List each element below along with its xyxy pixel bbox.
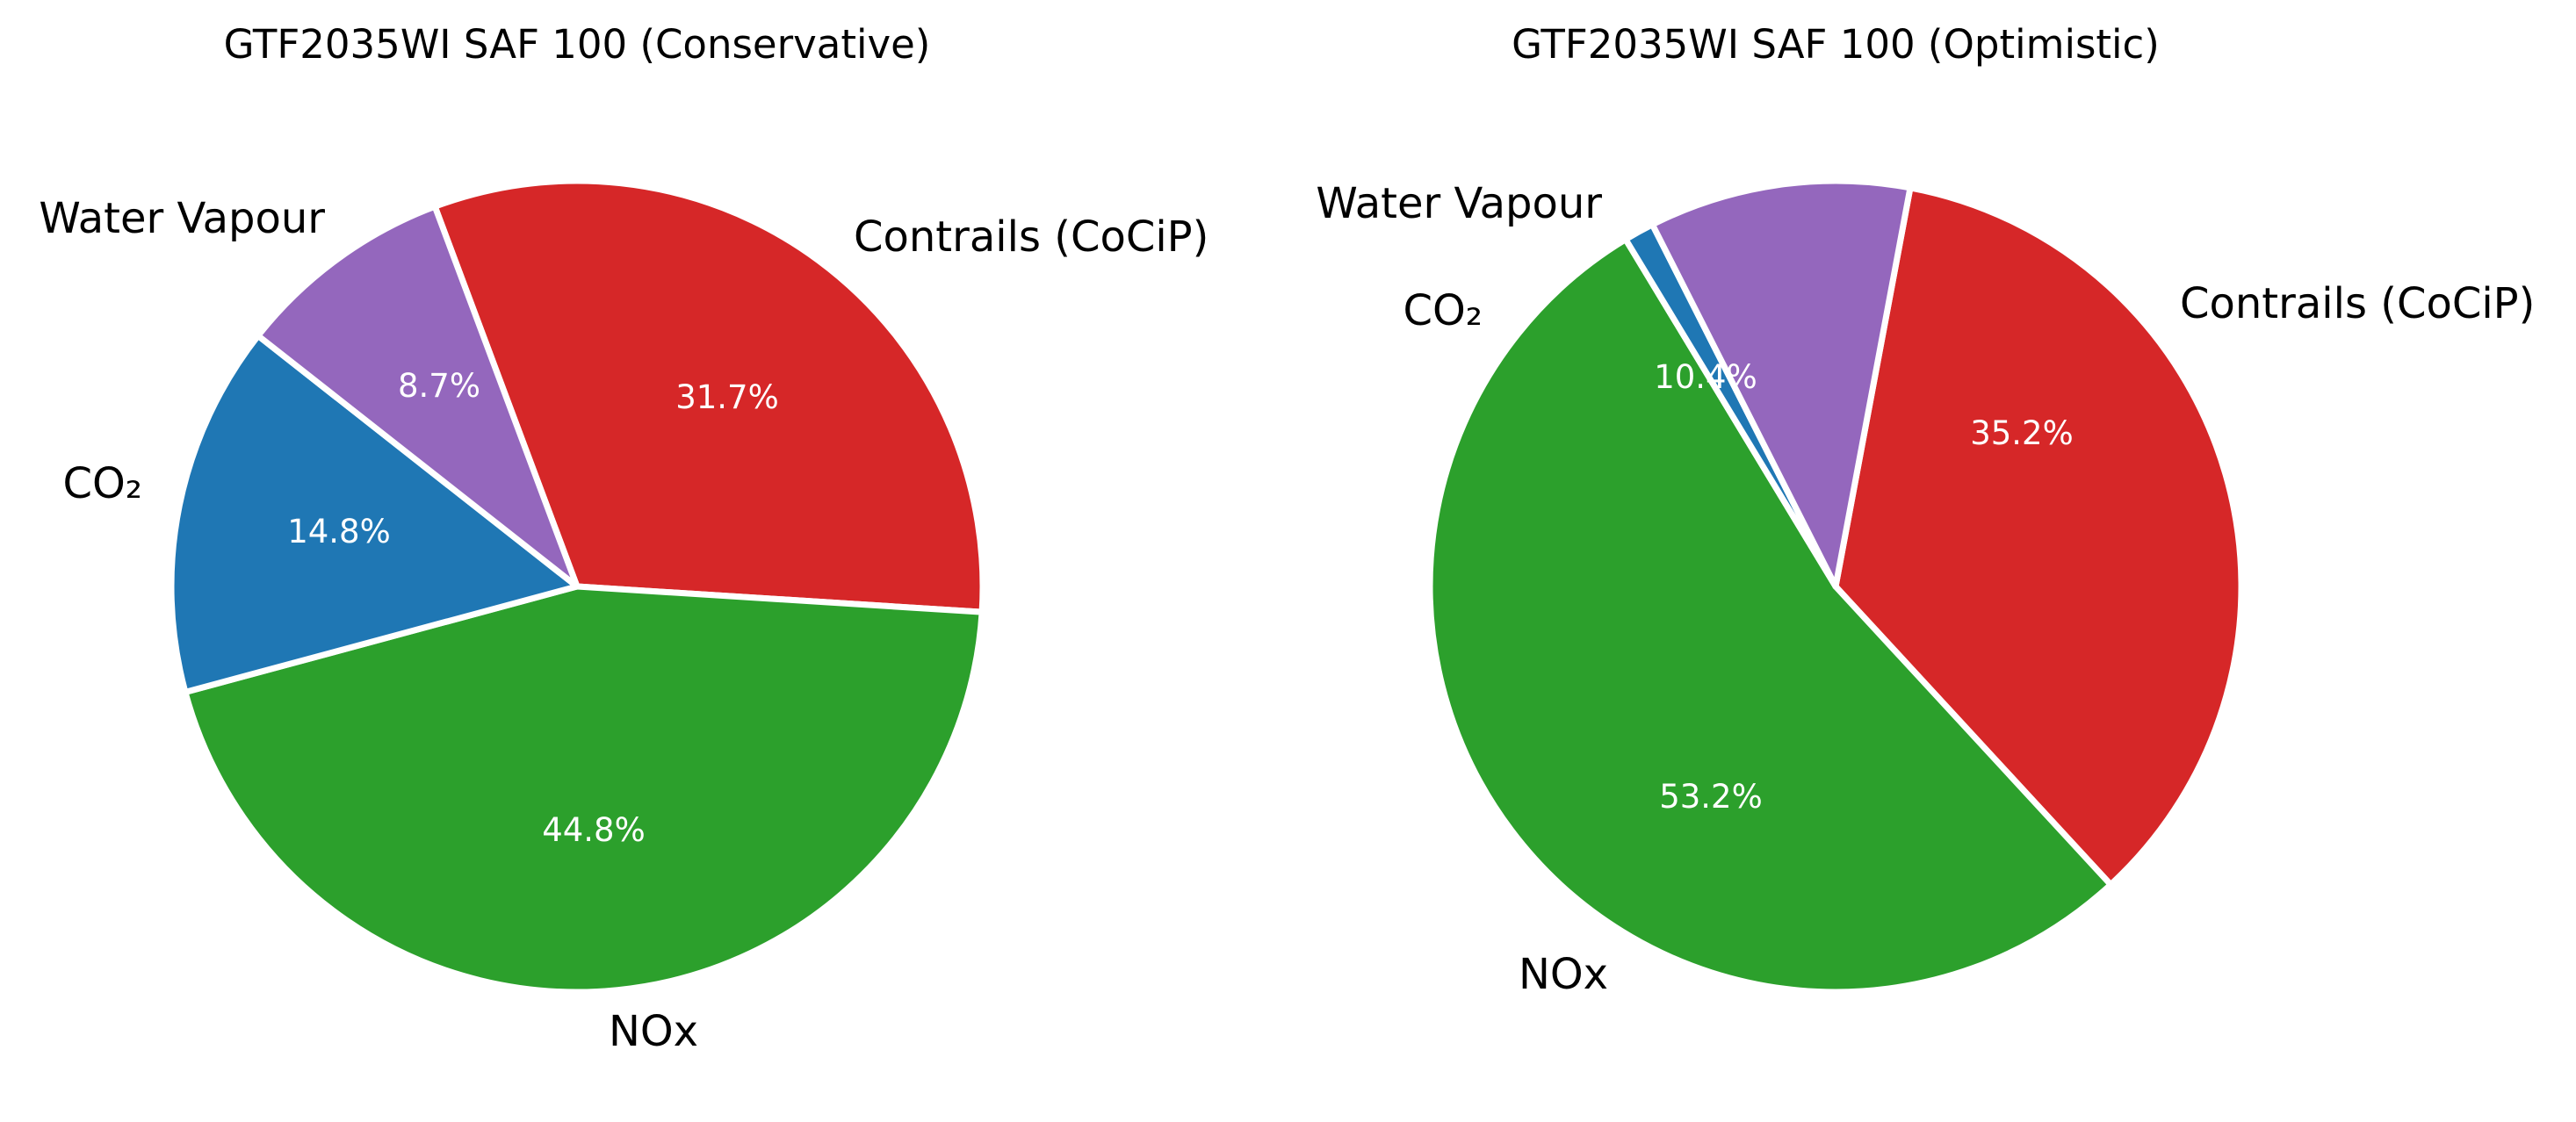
pie-slice-contrails	[431, 177, 986, 615]
chart-title-optimistic: GTF2035WI SAF 100 (Optimistic)	[1512, 21, 2160, 68]
pct-labels-optimistic: 35.2% 53.2% 10.4%	[1654, 358, 2074, 816]
slice-label-contrails: Contrails (CoCiP)	[854, 212, 1209, 262]
pct-label-contrails: 35.2%	[1970, 414, 2074, 452]
slice-label-co2: CO₂	[62, 459, 142, 508]
pie-slice-nox	[182, 583, 985, 996]
pct-label-water-vapour: 8.7%	[398, 367, 480, 405]
pie-slices-optimistic	[1426, 177, 2245, 996]
pie-slice-nox	[1426, 236, 2114, 996]
chart-title-conservative: GTF2035WI SAF 100 (Conservative)	[224, 21, 931, 68]
pct-labels-conservative: 31.7% 44.8% 14.8% 8.7%	[287, 367, 779, 849]
pie-slice-water-vapour	[255, 203, 581, 590]
pie-chart-conservative: GTF2035WI SAF 100 (Conservative) Contrai…	[39, 21, 1209, 1056]
slice-label-nox: NOx	[609, 1007, 698, 1056]
slice-label-co2: CO₂	[1403, 286, 1483, 335]
pct-label-nox: 53.2%	[1659, 778, 1763, 816]
slice-label-water-vapour: Water Vapour	[1316, 179, 1602, 228]
pie-chart-optimistic: GTF2035WI SAF 100 (Optimistic) Contrails…	[1316, 21, 2535, 999]
slice-label-contrails: Contrails (CoCiP)	[2180, 279, 2535, 328]
pct-label-co2: 14.8%	[287, 513, 391, 550]
pie-slice-water-vapour	[1649, 177, 1914, 590]
pie-slice-contrails	[1832, 184, 2245, 888]
slice-labels-conservative: Contrails (CoCiP) NOx CO₂ Water Vapour	[39, 194, 1209, 1056]
slice-labels-optimistic: Contrails (CoCiP) NOx CO₂ Water Vapour	[1316, 179, 2535, 999]
pie-slices-conservative	[168, 177, 986, 996]
pct-label-contrails: 31.7%	[675, 378, 779, 416]
slice-label-nox: NOx	[1519, 950, 1608, 999]
slice-label-water-vapour: Water Vapour	[39, 194, 325, 243]
pct-label-water-vapour: 10.4%	[1654, 358, 1757, 396]
pie-slice-co2	[168, 332, 581, 695]
pct-label-nox: 44.8%	[542, 811, 646, 849]
